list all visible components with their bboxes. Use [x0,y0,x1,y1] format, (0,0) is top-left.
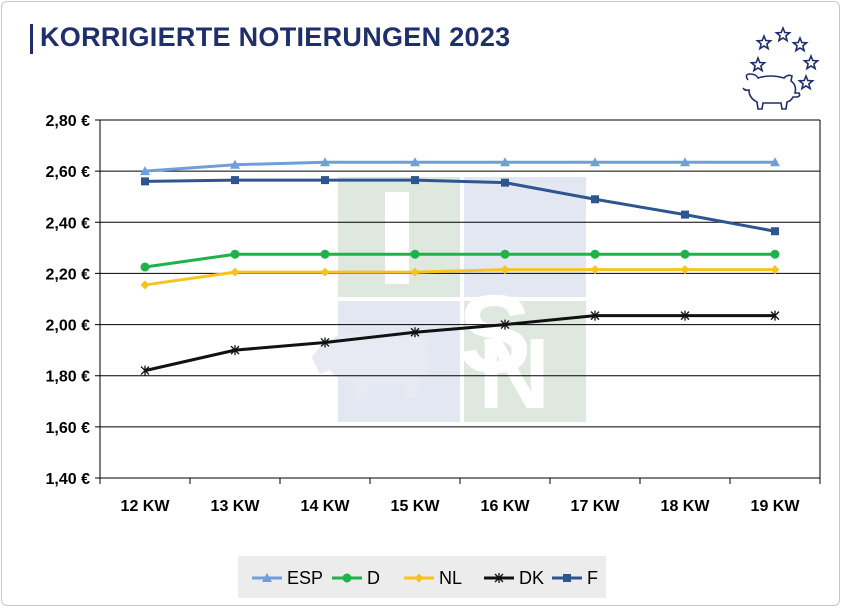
data-point-nl [410,267,420,277]
data-point-esp [410,157,420,167]
legend-marker [494,573,504,583]
legend-marker [414,573,424,583]
series-dk [140,310,780,376]
legend-item-nl: NL [404,568,462,588]
data-point-esp [680,157,690,167]
series-line-nl [144,268,775,287]
x-tick-label: 17 KW [571,498,621,515]
series-lines [140,157,780,376]
data-point-dk [410,327,420,338]
series-line-d [144,252,775,269]
data-point-f [321,176,329,185]
legend-marker [262,573,272,582]
data-point-d [140,262,150,272]
data-point-esp [140,166,150,176]
legend-item-f: F [552,568,598,588]
series-line-esp [144,160,775,173]
legend-label: F [587,568,598,588]
legend-marker [563,574,571,582]
legend-label: DK [519,568,544,588]
series-f [141,176,779,236]
y-tick-label: 2,20 € [46,266,91,283]
data-point-d [320,249,330,259]
data-point-nl [140,280,150,290]
data-point-f [411,176,419,185]
data-point-dk [770,310,780,321]
page-title: KORRIGIERTE NOTIERUNGEN 2023 [40,22,511,52]
x-tick-label: 13 KW [211,498,261,515]
series-nl [140,265,780,290]
data-point-f [141,177,149,186]
svg-text:N: N [478,318,550,430]
data-point-nl [500,265,510,275]
data-point-d [230,249,240,259]
data-point-d [500,249,510,259]
data-point-esp [320,157,330,167]
data-point-dk [500,319,510,330]
series-d [140,249,780,272]
data-point-dk [230,345,240,356]
y-tick-label: 2,40 € [46,215,91,232]
series-esp [140,157,780,176]
x-tick-label: 12 KW [121,498,171,515]
legend-item-dk: DK [484,568,544,588]
series-line-dk [144,314,775,373]
data-point-d [590,249,600,259]
y-tick-label: 2,80 € [46,113,91,130]
y-tick-label: 1,80 € [46,369,91,386]
x-tick-label: 18 KW [661,498,711,515]
y-tick-label: 1,60 € [46,420,91,437]
data-point-dk [680,310,690,321]
data-point-f [591,195,599,204]
data-point-f [771,227,779,236]
data-point-esp [500,157,510,167]
x-tick-label: 14 KW [301,498,351,515]
x-tick-label: 15 KW [391,498,441,515]
legend-item-esp: ESP [252,568,323,588]
x-tick-labels: 12 KW 13 KW 14 KW 15 KW 16 KW 17 KW 18 KW 19 KW [121,498,801,515]
data-point-f [681,210,689,219]
data-point-esp [770,157,780,167]
data-point-nl [770,265,780,275]
x-tick-label: 16 KW [481,498,531,515]
legend-label: ESP [287,568,323,588]
data-point-nl [320,267,330,277]
data-point-f [501,178,509,187]
isn-logo-watermark: S N [312,177,586,430]
legend-label: D [367,568,380,588]
series-line-f [144,178,776,233]
data-point-esp [590,157,600,167]
data-point-f [231,176,239,185]
data-point-nl [590,265,600,275]
data-point-d [680,249,690,259]
legend-marker [342,573,352,583]
data-point-d [770,249,780,259]
data-point-nl [230,267,240,277]
y-tick-labels: 1,40 € 1,60 € 1,80 € 2,00 € 2,20 € 2,40 € 2,60… [46,113,91,488]
grid-lines [95,119,820,479]
axes [99,120,821,484]
eu-stars-pig-icon [742,25,820,110]
legend-item-d: D [332,568,380,588]
data-point-nl [680,265,690,275]
title-accent-bar [30,24,33,54]
data-point-esp [230,159,240,169]
y-tick-label: 2,60 € [46,164,91,181]
data-point-dk [590,310,600,321]
x-tick-label: 19 KW [751,498,801,515]
legend: ESP D NL DK F [238,556,606,598]
data-point-dk [320,337,330,348]
data-point-dk [140,365,150,376]
data-point-d [410,249,420,259]
legend-label: NL [439,568,462,588]
y-tick-label: 1,40 € [46,471,91,488]
y-tick-label: 2,00 € [46,318,91,335]
